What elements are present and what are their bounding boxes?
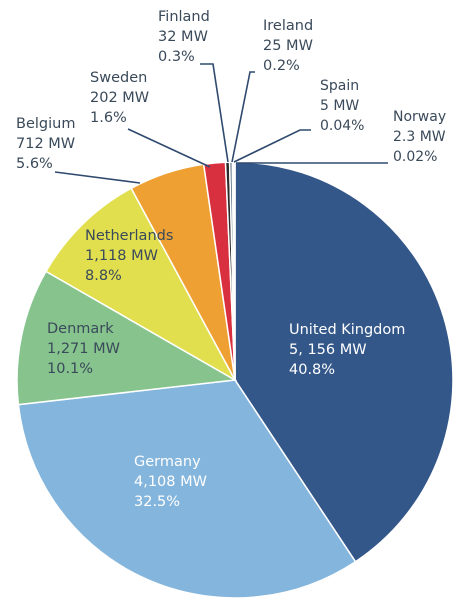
- label-united-kingdom-name: United Kingdom: [289, 322, 405, 338]
- pie-slice-denmark: [16, 270, 238, 406]
- label-ireland-value: 25 MW: [263, 38, 313, 54]
- label-spain-percent: 0.04%: [320, 118, 364, 134]
- label-netherlands-percent: 8.8%: [85, 268, 122, 284]
- leader-line-belgium: [54, 171, 141, 184]
- label-finland-name: Finland: [158, 9, 210, 25]
- label-belgium-name: Belgium: [16, 116, 75, 132]
- label-ireland-name: Ireland: [263, 18, 313, 34]
- label-united-kingdom-percent: 40.8%: [289, 362, 335, 378]
- label-netherlands-name: Netherlands: [85, 228, 173, 244]
- label-denmark-name: Denmark: [47, 321, 114, 337]
- pie-slice-netherlands: [44, 187, 237, 382]
- label-sweden-value: 202 MW: [90, 90, 149, 106]
- label-spain-name: Spain: [320, 78, 359, 94]
- label-finland-percent: 0.3%: [158, 49, 195, 65]
- label-germany-name: Germany: [134, 454, 201, 470]
- label-germany-percent: 32.5%: [134, 494, 180, 510]
- leader-lines: [54, 63, 388, 184]
- label-netherlands-value: 1,118 MW: [85, 248, 158, 264]
- label-norway-value: 2.3 MW: [393, 129, 446, 145]
- label-denmark-value: 1,271 MW: [47, 341, 120, 357]
- label-belgium-percent: 5.6%: [16, 156, 53, 172]
- label-sweden-name: Sweden: [90, 70, 147, 86]
- label-denmark-percent: 10.1%: [47, 361, 93, 377]
- pie-slices: [16, 161, 454, 599]
- leader-line-spain: [233, 129, 311, 163]
- leader-line-finland: [200, 63, 229, 163]
- label-norway-name: Norway: [393, 109, 446, 125]
- label-germany-value: 4,108 MW: [134, 474, 207, 490]
- label-norway-percent: 0.02%: [393, 149, 437, 165]
- pie-slice-germany: [17, 379, 357, 599]
- leader-line-ireland: [231, 71, 255, 163]
- slice-labels: United Kingdom 5, 156 MW 40.8% Germany 4,108…: [16, 9, 446, 510]
- label-united-kingdom-value: 5, 156 MW: [289, 342, 367, 358]
- label-finland-value: 32 MW: [158, 29, 208, 45]
- label-spain-value: 5 MW: [320, 98, 359, 114]
- leader-line-sweden: [127, 128, 211, 168]
- label-sweden-percent: 1.6%: [90, 110, 127, 126]
- label-ireland-percent: 0.2%: [263, 58, 300, 74]
- label-belgium-value: 712 MW: [16, 136, 75, 152]
